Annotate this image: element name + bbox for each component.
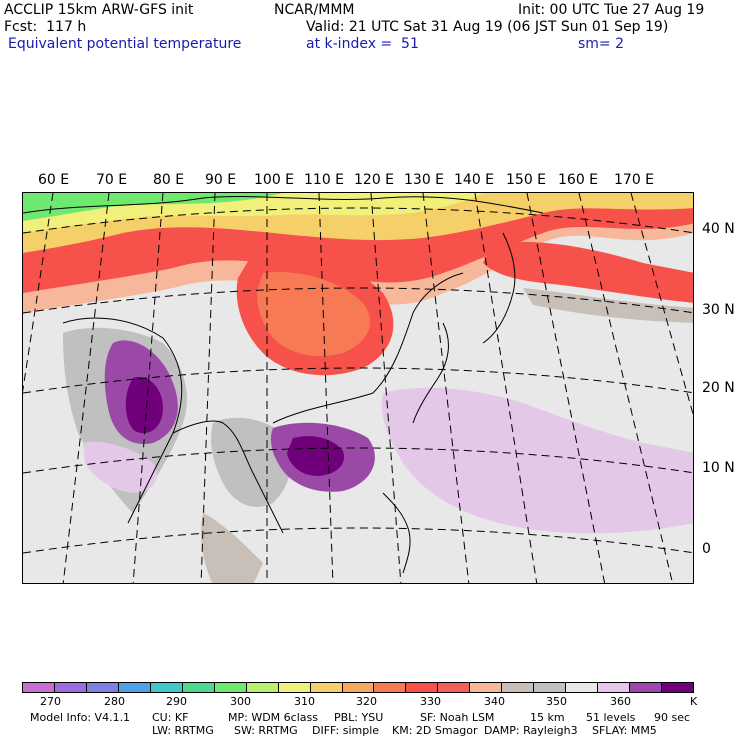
colorbar-swatch <box>118 683 151 692</box>
colorbar-tick: 360 <box>610 695 631 708</box>
lon-label: 100 E <box>254 172 295 188</box>
lon-label: 150 E <box>506 172 547 188</box>
model-info: Model Info: V4.1.1 <box>30 711 131 724</box>
colorbar-units: K <box>690 695 698 708</box>
colorbar <box>22 682 694 693</box>
model-info: CU: KF <box>152 711 189 724</box>
lon-label: 110 E <box>304 172 345 188</box>
colorbar-swatch <box>310 683 343 692</box>
colorbar-swatch <box>470 683 503 692</box>
model-info: PBL: YSU <box>334 711 384 724</box>
map-panel <box>22 192 694 584</box>
colorbar-tick: 270 <box>40 695 61 708</box>
colorbar-tick: 350 <box>546 695 567 708</box>
field-name: Equivalent potential temperature <box>8 36 242 52</box>
colorbar-tick: 300 <box>230 695 251 708</box>
lon-label: 70 E <box>96 172 128 188</box>
valid-time: Valid: 21 UTC Sat 31 Aug 19 (06 JST Sun … <box>306 19 669 35</box>
colorbar-swatch <box>406 683 439 692</box>
colorbar-swatch <box>278 683 311 692</box>
lat-label: 0 <box>702 541 711 557</box>
lon-label: 170 E <box>614 172 655 188</box>
lon-label: 140 E <box>454 172 495 188</box>
model-info: SW: RRTMG <box>234 724 298 737</box>
theta-e-field <box>23 193 693 583</box>
model-info: 90 sec <box>654 711 691 724</box>
model-info: SF: Noah LSM <box>420 711 495 724</box>
colorbar-swatch <box>502 683 535 692</box>
smoothing-label: sm= 2 <box>578 36 625 52</box>
colorbar-swatch <box>342 683 375 692</box>
lat-label: 40 N <box>702 221 735 237</box>
lat-label: 30 N <box>702 302 735 318</box>
model-info: MP: WDM 6class <box>228 711 318 724</box>
colorbar-swatch <box>438 683 471 692</box>
forecast-hour: Fcst: 117 h <box>4 19 87 35</box>
colorbar-swatch <box>23 683 55 692</box>
colorbar-tick: 340 <box>484 695 505 708</box>
model-info: 51 levels <box>586 711 636 724</box>
lon-label: 80 E <box>153 172 185 188</box>
colorbar-swatch <box>662 683 694 692</box>
model-info: DIFF: simple <box>312 724 380 737</box>
lon-label: 120 E <box>354 172 395 188</box>
level-index: at k-index = 51 <box>306 36 419 52</box>
institution-label: NCAR/MMM <box>274 2 355 18</box>
model-info: KM: 2D Smagor <box>392 724 478 737</box>
colorbar-swatch <box>86 683 119 692</box>
colorbar-swatch <box>246 683 279 692</box>
model-info: 15 km <box>530 711 565 724</box>
colorbar-swatch <box>534 683 567 692</box>
colorbar-tick: 290 <box>166 695 187 708</box>
colorbar-swatch <box>182 683 215 692</box>
colorbar-tick: 320 <box>356 695 377 708</box>
colorbar-swatch <box>598 683 631 692</box>
colorbar-swatch <box>374 683 407 692</box>
colorbar-swatch <box>630 683 663 692</box>
lat-label: 10 N <box>702 460 735 476</box>
lon-label: 60 E <box>38 172 70 188</box>
model-info: LW: RRTMG <box>152 724 214 737</box>
lon-label: 130 E <box>404 172 445 188</box>
model-info: DAMP: Rayleigh3 <box>484 724 578 737</box>
colorbar-swatch <box>566 683 599 692</box>
colorbar-swatch <box>214 683 247 692</box>
model-title: ACCLIP 15km ARW-GFS init <box>4 2 194 18</box>
colorbar-tick: 310 <box>294 695 315 708</box>
colorbar-tick: 330 <box>420 695 441 708</box>
colorbar-tick: 280 <box>104 695 125 708</box>
lon-label: 160 E <box>558 172 599 188</box>
init-time: Init: 00 UTC Tue 27 Aug 19 <box>518 2 705 18</box>
lon-label: 90 E <box>205 172 237 188</box>
lat-label: 20 N <box>702 380 735 396</box>
colorbar-swatch <box>150 683 183 692</box>
model-info: SFLAY: MM5 <box>592 724 657 737</box>
colorbar-swatch <box>54 683 87 692</box>
